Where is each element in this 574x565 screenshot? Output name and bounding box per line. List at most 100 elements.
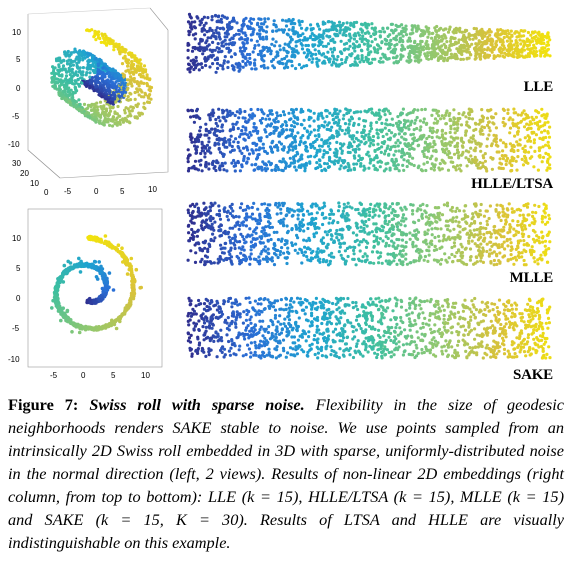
scatter-point: [424, 54, 428, 58]
scatter-point: [57, 63, 61, 67]
scatter-point: [290, 64, 294, 68]
scatter-point: [304, 55, 309, 59]
scatter-point: [413, 59, 417, 63]
scatter-point: [304, 43, 308, 48]
scatter-point: [440, 34, 444, 39]
scatter-point: [139, 66, 143, 70]
scatter-point: [488, 33, 492, 37]
scatter-point: [79, 259, 83, 264]
scatter-point: [77, 54, 81, 58]
scatter-point: [86, 106, 90, 110]
scatter-point: [235, 21, 239, 25]
scatter-point: [282, 113, 287, 117]
scatter-point: [104, 95, 108, 99]
scatter-point: [348, 108, 352, 112]
scatter-point: [452, 108, 456, 112]
scatter-point: [505, 39, 509, 43]
scatter-point: [406, 119, 410, 123]
scatter-point: [507, 43, 511, 47]
scatter-point: [187, 63, 191, 67]
scatter-point: [317, 158, 321, 162]
scatter-point: [299, 42, 303, 46]
scatter-point: [97, 298, 102, 302]
scatter-point: [123, 94, 127, 98]
scatter-point: [455, 164, 459, 168]
scatter-point: [366, 30, 370, 34]
scatter-point: [459, 45, 464, 49]
scatter-point: [543, 129, 547, 133]
scatter-point: [186, 160, 190, 164]
scatter-point: [486, 30, 490, 34]
scatter-point: [86, 65, 90, 69]
scatter-point: [128, 112, 132, 116]
scatter-point: [283, 56, 287, 61]
scatter-point: [335, 140, 339, 144]
scatter-point: [326, 144, 331, 148]
scatter-point: [265, 124, 269, 128]
scatter-point: [291, 17, 295, 22]
scatter-point: [412, 45, 416, 49]
scatter-point: [148, 77, 152, 81]
scatter-point: [242, 146, 246, 150]
scatter-point: [464, 49, 468, 53]
scatter-point: [196, 46, 200, 50]
scatter-point: [333, 40, 337, 44]
scatter-point: [441, 48, 445, 52]
scatter-point: [133, 54, 137, 58]
scatter-point: [142, 64, 147, 68]
scatter-point: [217, 50, 221, 54]
scatter-point: [422, 117, 426, 121]
scatter-point: [127, 78, 131, 82]
scatter-point: [259, 139, 263, 143]
scatter-point: [101, 84, 105, 88]
scatter-point: [274, 55, 278, 59]
scatter-point: [276, 114, 280, 118]
scatter-point: [506, 108, 510, 112]
scatter-point: [338, 125, 342, 129]
scatter-point: [285, 123, 289, 128]
scatter-point: [389, 50, 393, 54]
scatter-point: [135, 115, 139, 119]
scatter-point: [339, 164, 343, 168]
scatter-point: [297, 20, 301, 24]
scatter-point: [313, 146, 317, 150]
scatter-point: [247, 118, 251, 122]
scatter-point: [364, 55, 368, 60]
scatter-point: [409, 121, 413, 125]
scatter-point: [250, 148, 254, 152]
scatter-point: [376, 142, 380, 146]
scatter-point: [496, 29, 500, 33]
scatter-point: [461, 57, 465, 61]
scatter-point: [443, 113, 448, 117]
scatter-point: [188, 70, 192, 74]
scatter-point: [132, 62, 136, 67]
scatter-point: [280, 28, 284, 32]
scatter-point: [127, 120, 131, 124]
scatter-point: [285, 128, 289, 132]
scatter-point: [254, 129, 258, 133]
scatter-point: [279, 113, 283, 118]
scatter-point: [460, 30, 464, 34]
scatter-point: [201, 52, 205, 56]
scatter-point: [260, 22, 264, 26]
scatter-point: [262, 54, 266, 58]
scatter-point: [467, 33, 471, 37]
scatter-point: [272, 66, 276, 70]
scatter-point: [518, 138, 522, 142]
scatter-point: [278, 44, 282, 48]
y-tick: -10: [8, 355, 20, 364]
scatter-point: [352, 162, 356, 166]
scatter-point: [261, 142, 265, 146]
scatter-point: [419, 58, 423, 62]
scatter-point: [544, 151, 548, 155]
scatter-point: [129, 54, 134, 58]
scatter-point: [193, 45, 197, 50]
scatter-point: [296, 34, 300, 38]
scatter-point: [367, 138, 371, 142]
scatter-point: [217, 47, 221, 51]
scatter-point: [328, 141, 332, 145]
scatter-point: [324, 141, 329, 145]
scatter-point: [148, 89, 153, 93]
scatter-point: [198, 23, 202, 27]
scatter-point: [325, 109, 329, 113]
